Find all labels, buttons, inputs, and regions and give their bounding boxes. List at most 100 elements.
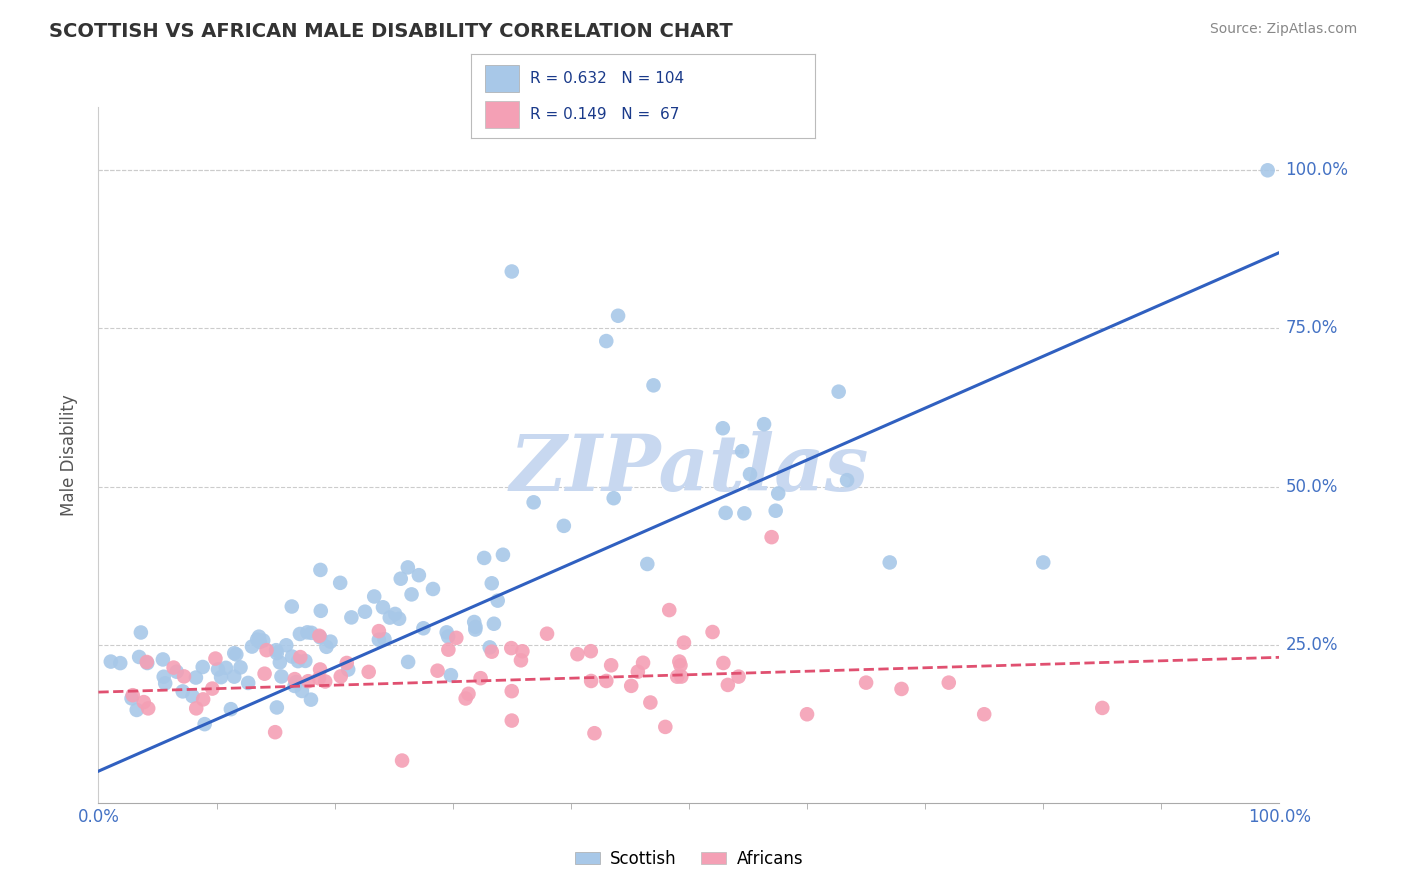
Point — [252, 633, 274, 648]
Point — [128, 650, 150, 665]
Point — [446, 631, 468, 645]
Point — [162, 660, 184, 674]
Point — [388, 612, 411, 626]
Point — [472, 550, 495, 565]
Point — [426, 664, 449, 678]
Point — [284, 679, 307, 693]
Point — [396, 655, 419, 669]
Point — [523, 495, 546, 509]
Point — [172, 684, 194, 698]
Point — [309, 563, 332, 577]
Point — [669, 658, 692, 673]
Point — [384, 607, 406, 621]
Point — [672, 635, 695, 649]
Point — [761, 530, 783, 544]
Point — [186, 701, 208, 715]
Point — [309, 663, 332, 677]
Text: 100.0%: 100.0% — [1285, 161, 1348, 179]
Point — [607, 309, 630, 323]
Point — [583, 726, 606, 740]
Point — [329, 669, 352, 683]
Point — [166, 665, 188, 679]
Point — [553, 519, 575, 533]
Point — [579, 644, 602, 658]
Point — [600, 658, 623, 673]
Point — [510, 653, 533, 667]
Point — [246, 632, 269, 647]
Point — [264, 725, 287, 739]
Text: 25.0%: 25.0% — [1285, 636, 1339, 654]
Point — [256, 643, 278, 657]
Point — [827, 384, 849, 399]
Point — [973, 707, 995, 722]
Point — [671, 670, 693, 684]
Point — [396, 560, 419, 574]
Point — [890, 681, 912, 696]
Point — [711, 656, 734, 670]
Point — [738, 467, 761, 482]
Point — [437, 642, 460, 657]
Point — [309, 630, 332, 644]
Point — [225, 648, 247, 662]
Point — [640, 696, 662, 710]
Point — [512, 644, 534, 658]
Point — [249, 635, 271, 649]
Point — [796, 707, 818, 722]
Text: R = 0.632   N = 104: R = 0.632 N = 104 — [530, 70, 683, 86]
Point — [314, 674, 336, 689]
Point — [253, 666, 276, 681]
Point — [1091, 701, 1114, 715]
Point — [440, 668, 463, 682]
Point — [457, 687, 479, 701]
Point — [478, 640, 501, 655]
Point — [285, 675, 308, 690]
Legend: Scottish, Africans: Scottish, Africans — [568, 843, 810, 874]
Point — [240, 640, 263, 654]
Point — [627, 665, 650, 679]
Point — [401, 587, 423, 601]
Point — [666, 670, 689, 684]
Point — [266, 700, 288, 714]
Point — [319, 634, 342, 648]
Point — [191, 660, 214, 674]
Point — [501, 641, 523, 656]
Point — [595, 673, 617, 688]
Point — [357, 665, 380, 679]
Point — [340, 610, 363, 624]
Point — [121, 691, 143, 706]
Point — [264, 643, 287, 657]
Point — [266, 646, 288, 660]
Point — [224, 646, 246, 660]
Point — [717, 678, 740, 692]
Point — [412, 621, 434, 635]
Point — [152, 670, 174, 684]
Point — [731, 444, 754, 458]
Point — [481, 576, 503, 591]
Point — [567, 647, 589, 661]
Point — [378, 610, 401, 624]
Point — [281, 649, 304, 664]
Point — [129, 625, 152, 640]
Point — [337, 663, 360, 677]
Point — [121, 688, 143, 702]
Point — [152, 652, 174, 666]
Point — [470, 671, 492, 685]
Point — [408, 568, 430, 582]
Point — [765, 504, 787, 518]
Point — [620, 679, 643, 693]
Point — [654, 720, 676, 734]
Point — [727, 670, 749, 684]
Point — [1032, 556, 1054, 570]
Point — [636, 557, 658, 571]
Point — [658, 603, 681, 617]
Point — [100, 655, 122, 669]
Point — [482, 616, 505, 631]
Point — [389, 572, 412, 586]
Point — [201, 681, 224, 696]
Point — [595, 334, 617, 348]
Point — [336, 656, 359, 670]
Point — [269, 656, 291, 670]
Point — [284, 672, 307, 686]
Point — [855, 675, 877, 690]
Point — [297, 674, 319, 689]
